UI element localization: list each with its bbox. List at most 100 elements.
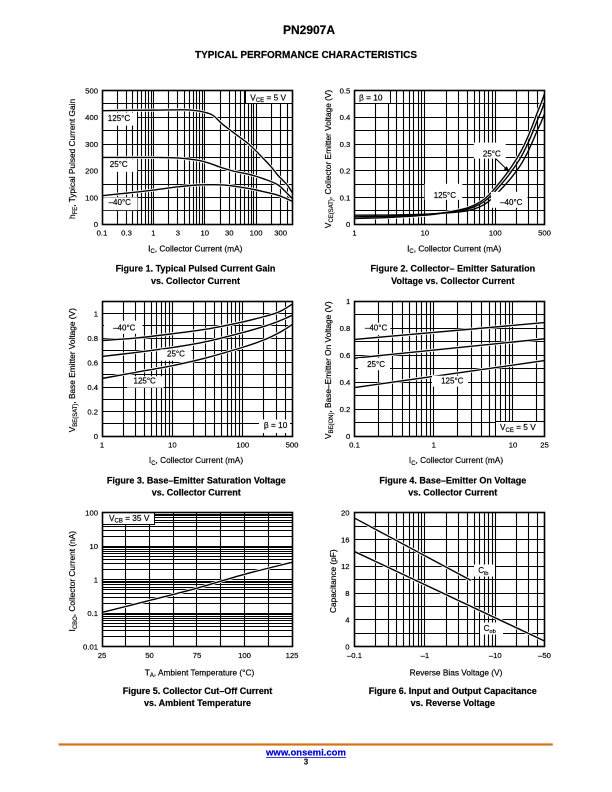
svg-text:vs. Collector Current: vs. Collector Current [408,488,497,498]
svg-text:Figure 1. Typical Pulsed Curre: Figure 1. Typical Pulsed Current Gain [116,264,276,274]
svg-text:100: 100 [238,651,251,660]
svg-text:–40°C: –40°C [109,198,132,207]
svg-text:0.4: 0.4 [340,378,351,387]
svg-text:100: 100 [250,229,263,238]
svg-text:1: 1 [151,229,155,238]
svg-text:0.1: 0.1 [87,609,98,618]
svg-text:125°C: 125°C [441,376,464,385]
svg-text:IC​, Collector Current (mA): IC​, Collector Current (mA) [409,455,503,467]
svg-text:10: 10 [421,229,430,238]
svg-text:12: 12 [341,562,350,571]
svg-text:0: 0 [94,432,98,441]
svg-text:VCE(SAT)​, Collector Emitter V: VCE(SAT)​, Collector Emitter Voltage (V) [323,90,335,229]
svg-text:Figure 4. Base–Emitter On Volt: Figure 4. Base–Emitter On Voltage [379,475,526,485]
svg-text:100: 100 [236,440,249,449]
svg-text:10: 10 [200,229,209,238]
svg-text:125: 125 [286,651,299,660]
svg-text:100: 100 [489,229,502,238]
svg-text:–40°C: –40°C [113,324,136,333]
svg-text:400: 400 [85,113,98,122]
svg-text:0.1: 0.1 [349,440,360,449]
svg-text:500: 500 [286,440,299,449]
svg-text:0: 0 [346,432,350,441]
svg-text:25°C: 25°C [110,160,128,169]
svg-text:0.4: 0.4 [87,383,98,392]
svg-text:Cob​: Cob​ [484,624,496,635]
svg-text:25: 25 [540,440,549,449]
svg-text:25°C: 25°C [367,360,385,369]
svg-text:β = 10: β = 10 [359,92,383,102]
svg-text:–0.1: –0.1 [347,651,362,660]
svg-text:Cib​: Cib​ [478,566,488,577]
svg-text:β = 10: β = 10 [264,420,288,430]
svg-text:0.2: 0.2 [340,405,351,414]
svg-text:100: 100 [85,193,98,202]
svg-text:IC​, Collector Current (mA): IC​, Collector Current (mA) [148,243,242,255]
svg-text:–40°C: –40°C [500,198,523,207]
svg-text:25°C: 25°C [167,350,185,359]
svg-text:0.6: 0.6 [340,351,351,360]
svg-text:20: 20 [341,509,350,518]
svg-text:0.4: 0.4 [340,113,351,122]
svg-text:vs. Collector Current: vs. Collector Current [152,488,241,498]
svg-text:10: 10 [89,542,98,551]
svg-text:Figure 6. Input and Output Cap: Figure 6. Input and Output Capacitance [369,686,537,696]
svg-text:0: 0 [346,220,350,229]
svg-text:ICBO​, Collector Current (nA): ICBO​, Collector Current (nA) [67,531,79,632]
svg-text:125°C: 125°C [108,114,131,123]
svg-text:0.8: 0.8 [87,334,98,343]
svg-text:vs. Ambient Temperature: vs. Ambient Temperature [144,698,251,708]
svg-text:3: 3 [304,758,309,767]
svg-text:50: 50 [145,651,154,660]
svg-text:16: 16 [341,535,350,544]
svg-text:8: 8 [345,589,349,598]
svg-text:0.6: 0.6 [87,358,98,367]
svg-text:25: 25 [98,651,107,660]
svg-text:125°C: 125°C [434,191,457,200]
svg-text:3: 3 [176,229,180,238]
svg-text:VBE(SAT)​, Base Emitter Voltag: VBE(SAT)​, Base Emitter Voltage (V) [67,308,79,432]
svg-text:VBE(ON)​, Base–Emitter On Volt: VBE(ON)​, Base–Emitter On Voltage (V) [323,301,335,439]
svg-text:300: 300 [85,140,98,149]
svg-text:vs. Collector Current: vs. Collector Current [151,276,240,286]
svg-text:TYPICAL PERFORMANCE CHARACTERI: TYPICAL PERFORMANCE CHARACTERISTICS [195,50,417,61]
svg-text:VCE​ = 5 V: VCE​ = 5 V [250,92,286,104]
svg-text:–50: –50 [538,651,551,660]
svg-text:0.3: 0.3 [340,140,351,149]
svg-text:Figure 3. Base–Emitter Saturat: Figure 3. Base–Emitter Saturation Voltag… [107,475,286,485]
svg-text:4: 4 [345,616,350,625]
svg-text:0.01: 0.01 [83,643,98,652]
svg-text:VCE​ = 5 V: VCE​ = 5 V [500,422,536,434]
svg-text:0.1: 0.1 [340,193,351,202]
svg-text:–1: –1 [421,651,430,660]
svg-text:30: 30 [225,229,234,238]
svg-text:0.3: 0.3 [121,229,132,238]
svg-text:25°C: 25°C [483,149,501,158]
svg-text:0.8: 0.8 [340,324,351,333]
svg-text:1: 1 [94,576,98,585]
svg-text:vs. Reverse Voltage: vs. Reverse Voltage [411,698,495,708]
svg-text:1: 1 [94,309,98,318]
svg-text:PN2907A: PN2907A [283,23,335,37]
svg-text:0: 0 [94,220,98,229]
svg-text:125°C: 125°C [134,377,157,386]
svg-text:500: 500 [538,229,551,238]
svg-text:1: 1 [346,297,350,306]
svg-text:–40°C: –40°C [365,324,388,333]
svg-text:200: 200 [85,167,98,176]
svg-text:Figure 5. Collector Cut–Off Cu: Figure 5. Collector Cut–Off Current [123,686,273,696]
svg-text:100: 100 [85,509,98,518]
svg-text:500: 500 [85,86,98,95]
svg-text:0.5: 0.5 [340,86,351,95]
svg-text:IC​, Collector Current (mA): IC​, Collector Current (mA) [407,243,501,255]
svg-text:TA​, Ambient Temperature (°C): TA​, Ambient Temperature (°C) [145,667,255,679]
svg-text:0: 0 [345,643,349,652]
svg-text:10: 10 [509,440,518,449]
svg-text:www.onsemi.com: www.onsemi.com [265,748,346,759]
svg-text:1: 1 [352,229,356,238]
svg-text:Reverse Bias Voltage (V): Reverse Bias Voltage (V) [410,667,503,677]
svg-text:VCB​ = 35 V: VCB​ = 35 V [109,513,150,525]
svg-text:Capacitance (pF): Capacitance (pF) [328,549,338,613]
svg-text:–10: –10 [489,651,502,660]
svg-text:Voltage vs. Collector Current: Voltage vs. Collector Current [391,276,514,286]
